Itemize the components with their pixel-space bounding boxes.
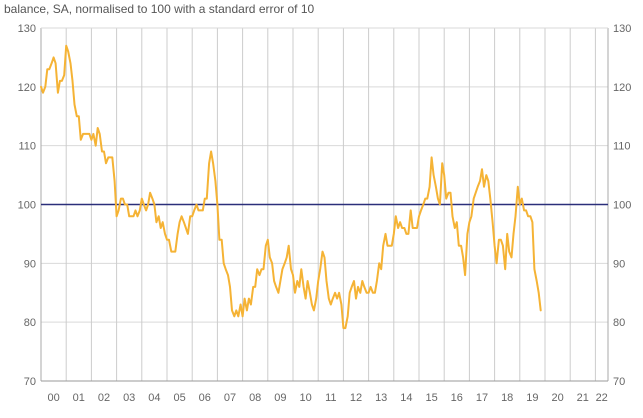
chart-subtitle: balance, SA, normalised to 100 with a st… [4, 2, 315, 16]
y-tick-left-100: 100 [18, 200, 36, 212]
x-tick-01: 01 [73, 392, 85, 404]
y-tick-right-120: 120 [613, 82, 631, 94]
y-tick-right-90: 90 [613, 258, 625, 270]
x-tick-11: 11 [325, 392, 336, 404]
x-tick-09: 09 [274, 392, 286, 404]
x-tick-16: 16 [451, 392, 463, 404]
y-tick-left-80: 80 [24, 317, 36, 329]
y-axis-left: 70 80 90 100 110 120 130 [18, 23, 36, 388]
x-tick-10: 10 [299, 392, 311, 404]
x-tick-19: 19 [526, 392, 538, 404]
y-tick-right-70: 70 [613, 376, 625, 388]
y-axis-right: 70 80 90 100 110 120 130 [613, 23, 631, 388]
x-tick-12: 12 [350, 392, 362, 404]
x-tick-13: 13 [375, 392, 387, 404]
y-tick-left-70: 70 [24, 376, 36, 388]
x-tick-18: 18 [501, 392, 513, 404]
y-tick-left-120: 120 [18, 82, 36, 94]
y-tick-left-130: 130 [18, 23, 36, 35]
series-line-0 [40, 44, 542, 330]
x-tick-15: 15 [425, 392, 437, 404]
x-tick-20: 20 [551, 392, 563, 404]
x-tick-06: 06 [199, 392, 211, 404]
y-tick-right-80: 80 [613, 317, 625, 329]
y-tick-right-130: 130 [613, 23, 631, 35]
x-tick-14: 14 [400, 392, 412, 404]
x-tick-22: 22 [596, 392, 608, 404]
y-tick-left-90: 90 [24, 258, 36, 270]
series-layer [40, 44, 542, 330]
x-tick-02: 02 [98, 392, 110, 404]
y-tick-right-100: 100 [613, 200, 631, 212]
x-tick-05: 05 [173, 392, 185, 404]
x-axis: 00 01 02 03 04 05 06 07 08 09 10 11 12 13 14 15 16 17 18 19… [47, 392, 607, 404]
x-tick-21: 21 [577, 392, 589, 404]
x-tick-04: 04 [148, 392, 160, 404]
y-tick-right-110: 110 [613, 141, 631, 153]
x-tick-00: 00 [47, 392, 59, 404]
x-tick-17: 17 [476, 392, 488, 404]
x-tick-03: 03 [123, 392, 135, 404]
y-tick-left-110: 110 [18, 141, 36, 153]
x-tick-07: 07 [224, 392, 236, 404]
x-tick-08: 08 [249, 392, 261, 404]
